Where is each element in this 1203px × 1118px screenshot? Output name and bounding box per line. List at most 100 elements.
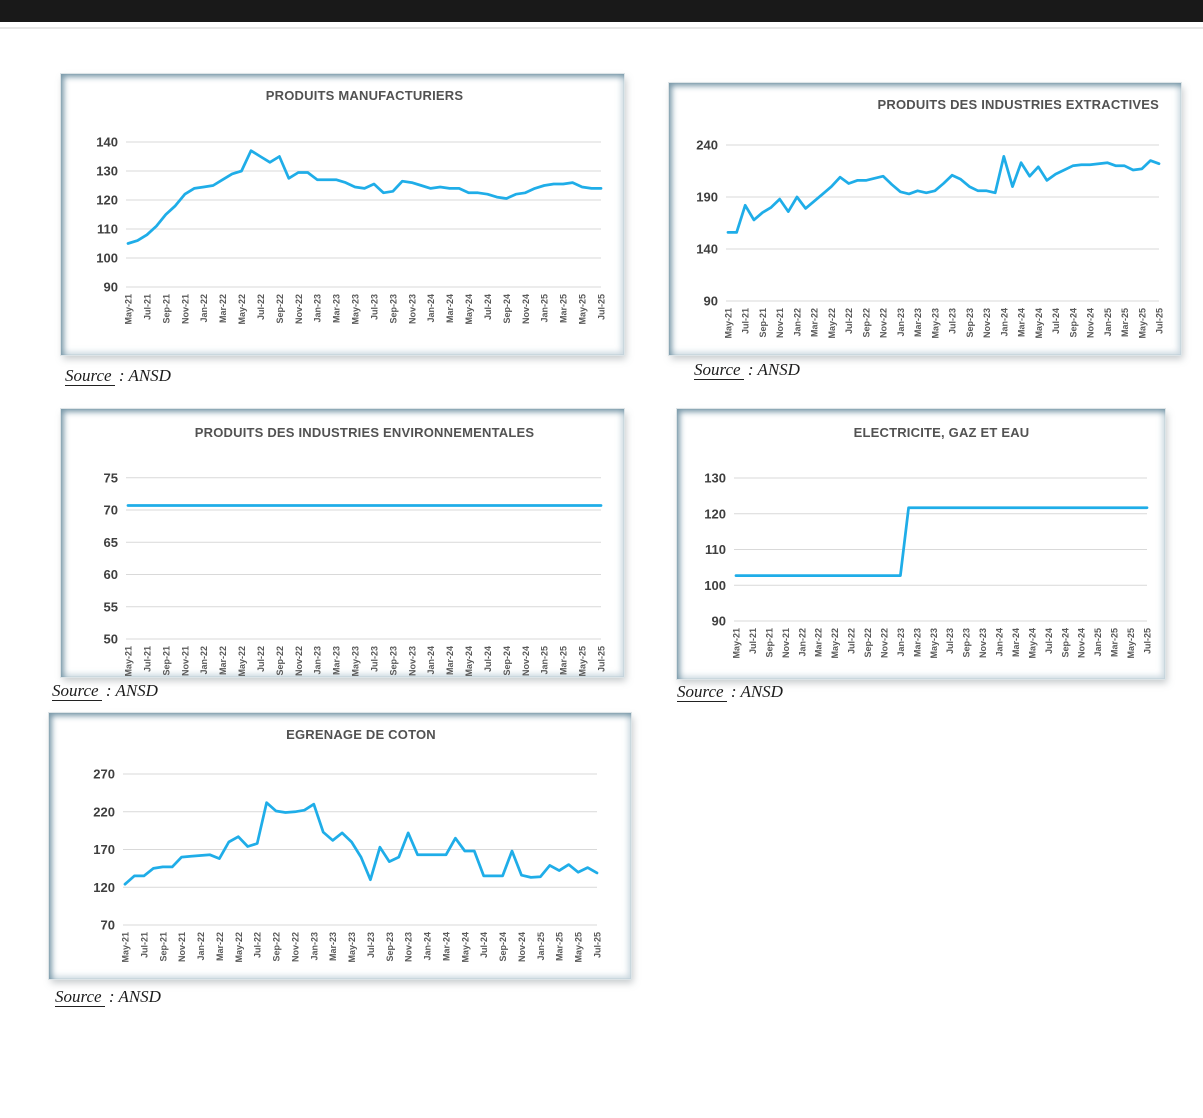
x-tick-label: Mar-23: [912, 628, 922, 657]
x-tick-label: Jul-23: [948, 308, 958, 334]
x-tick-label: Jan-22: [196, 932, 206, 961]
y-tick-label: 170: [93, 842, 115, 857]
x-tick-label: May-25: [1137, 308, 1147, 339]
x-tick-label: May-22: [830, 628, 840, 659]
x-tick-label: Sep-23: [388, 294, 398, 324]
x-tick-label: May-24: [1034, 308, 1044, 339]
x-tick-label: Jan-25: [1103, 308, 1113, 337]
x-tick-label: May-22: [237, 646, 247, 677]
source-separator: :: [726, 682, 741, 701]
x-tick-label: Nov-24: [1086, 308, 1096, 338]
source-separator: :: [114, 366, 129, 385]
x-tick-label: Sep-21: [758, 308, 768, 338]
x-tick-label: May-21: [732, 628, 742, 659]
x-tick-label: Mar-25: [1120, 308, 1130, 337]
x-tick-label: Jul-21: [741, 308, 751, 334]
x-tick-label: Jan-25: [1093, 628, 1103, 657]
y-tick-label: 70: [104, 503, 118, 518]
y-tick-label: 75: [104, 470, 118, 485]
y-tick-label: 110: [705, 542, 726, 557]
x-tick-label: May-21: [724, 308, 734, 339]
x-tick-label: Nov-23: [978, 628, 988, 658]
y-tick-label: 130: [704, 471, 726, 486]
source-label: Source: [55, 988, 105, 1007]
x-tick-label: Jul-25: [1155, 308, 1165, 334]
x-tick-label: May-25: [578, 294, 588, 325]
page-top-divider: [0, 27, 1203, 29]
x-tick-label: Jul-21: [142, 294, 152, 320]
source-note: Source : ANSD: [65, 366, 171, 386]
x-tick-label: Jan-23: [309, 932, 319, 961]
x-tick-label: Mar-23: [332, 646, 342, 675]
source-label: Source: [694, 361, 744, 380]
source-label: Source: [65, 367, 115, 386]
x-tick-label: Nov-23: [404, 932, 414, 962]
x-tick-label: Sep-21: [764, 628, 774, 658]
y-tick-label: 55: [104, 599, 118, 614]
x-tick-label: Jul-22: [847, 628, 857, 654]
x-tick-label: Sep-24: [502, 646, 512, 676]
x-tick-label: Sep-23: [385, 932, 395, 962]
x-tick-label: Jan-24: [995, 628, 1005, 657]
series-line: [123, 801, 599, 886]
y-tick-label: 50: [104, 632, 118, 647]
line-chart-industries-environnementales: 50 55 60 65 70 75 May-21 Jul-21 Sep-21 Nov-21 Jan-…: [104, 470, 607, 676]
x-tick-label: Sep-21: [161, 646, 171, 676]
x-tick-label: Jan-24: [426, 294, 436, 323]
x-tick-label: Mar-23: [913, 308, 923, 337]
source-note: Source : ANSD: [694, 360, 800, 380]
y-tick-label: 70: [101, 918, 115, 933]
x-tick-label: Mar-23: [332, 294, 342, 323]
line-chart-electricite-gaz-eau: 90 100 110 120 130 May-21 Jul-21 Sep-21 Nov-21 Ja…: [704, 471, 1153, 659]
x-tick-label: Jul-21: [748, 628, 758, 654]
x-tick-label: Mar-23: [328, 932, 338, 961]
line-chart-produits-manufacturiers: 90 100 110 120 130 140 May-21 Jul-21 Sep-21 Nov-2…: [96, 135, 606, 325]
x-tick-label: Mar-24: [1017, 308, 1027, 337]
line-chart-industries-extractives: 90 140 190 240 May-21 Jul-21 Sep-21 Nov-21 Jan-2…: [696, 138, 1165, 339]
x-tick-label: Jul-23: [369, 294, 379, 320]
x-tick-label: Sep-22: [275, 646, 285, 676]
x-tick-label: Nov-21: [180, 294, 190, 324]
source-label: Source: [52, 682, 102, 701]
series-line: [126, 149, 603, 245]
x-tick-label: May-23: [351, 646, 361, 677]
source-separator: :: [743, 360, 758, 379]
x-tick-label: Mar-22: [218, 294, 228, 323]
x-tick-label: Sep-21: [161, 294, 171, 324]
x-tick-label: Jan-25: [540, 646, 550, 675]
chart-panel-industries-environnementales: PRODUITS DES INDUSTRIES ENVIRONNEMENTALE…: [60, 408, 625, 678]
x-tick-label: Nov-24: [1077, 628, 1087, 658]
x-tick-label: May-22: [237, 294, 247, 325]
y-tick-label: 190: [696, 190, 718, 205]
x-tick-label: Nov-23: [982, 308, 992, 338]
x-tick-label: Mar-22: [810, 308, 820, 337]
x-tick-label: Sep-24: [1060, 628, 1070, 658]
x-tick-label: Jan-23: [896, 308, 906, 337]
x-tick-label: Nov-22: [294, 646, 304, 676]
y-tick-label: 90: [704, 294, 718, 309]
source-agency: ANSD: [115, 681, 158, 700]
x-tick-label: Jul-21: [139, 932, 149, 958]
x-tick-label: Jan-22: [199, 294, 209, 323]
source-agency: ANSD: [118, 987, 161, 1006]
x-tick-label: Jul-23: [366, 932, 376, 958]
x-tick-label: Nov-21: [177, 932, 187, 962]
x-tick-label: Jul-22: [844, 308, 854, 334]
y-tick-label: 130: [96, 164, 118, 179]
source-note: Source : ANSD: [677, 682, 783, 702]
x-tick-label: May-22: [234, 932, 244, 963]
y-tick-label: 140: [696, 242, 718, 257]
x-tick-label: Nov-24: [521, 646, 531, 676]
x-tick-label: Mar-22: [814, 628, 824, 657]
x-tick-label: Jul-24: [479, 932, 489, 958]
x-tick-label: Mar-22: [215, 932, 225, 961]
x-tick-label: Jul-24: [483, 646, 493, 672]
x-tick-label: Mar-25: [1110, 628, 1120, 657]
x-tick-label: Jan-22: [792, 308, 802, 337]
x-tick-label: Jan-24: [999, 308, 1009, 337]
x-tick-label: Sep-23: [962, 628, 972, 658]
x-tick-label: Sep-24: [502, 294, 512, 324]
chart-title: EGRENAGE DE COTON: [286, 727, 436, 742]
x-tick-label: Jul-25: [1143, 628, 1153, 654]
x-tick-label: May-22: [827, 308, 837, 339]
